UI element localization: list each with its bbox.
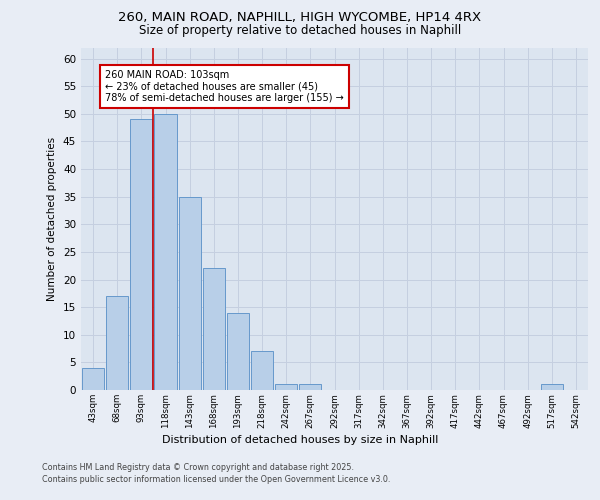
Bar	[227, 312, 249, 390]
Y-axis label: Number of detached properties: Number of detached properties	[47, 136, 58, 301]
Bar	[82, 368, 104, 390]
Text: Contains HM Land Registry data © Crown copyright and database right 2025.
Contai: Contains HM Land Registry data © Crown c…	[42, 462, 391, 484]
Text: 260 MAIN ROAD: 103sqm
← 23% of detached houses are smaller (45)
78% of semi-deta: 260 MAIN ROAD: 103sqm ← 23% of detached …	[105, 70, 344, 103]
Bar	[154, 114, 176, 390]
Bar	[130, 120, 152, 390]
Bar	[299, 384, 322, 390]
Bar	[541, 384, 563, 390]
Bar	[179, 196, 201, 390]
Text: Size of property relative to detached houses in Naphill: Size of property relative to detached ho…	[139, 24, 461, 37]
Text: Distribution of detached houses by size in Naphill: Distribution of detached houses by size …	[162, 435, 438, 445]
Bar	[251, 352, 273, 390]
Text: 260, MAIN ROAD, NAPHILL, HIGH WYCOMBE, HP14 4RX: 260, MAIN ROAD, NAPHILL, HIGH WYCOMBE, H…	[118, 12, 482, 24]
Bar	[106, 296, 128, 390]
Bar	[275, 384, 298, 390]
Bar	[203, 268, 225, 390]
